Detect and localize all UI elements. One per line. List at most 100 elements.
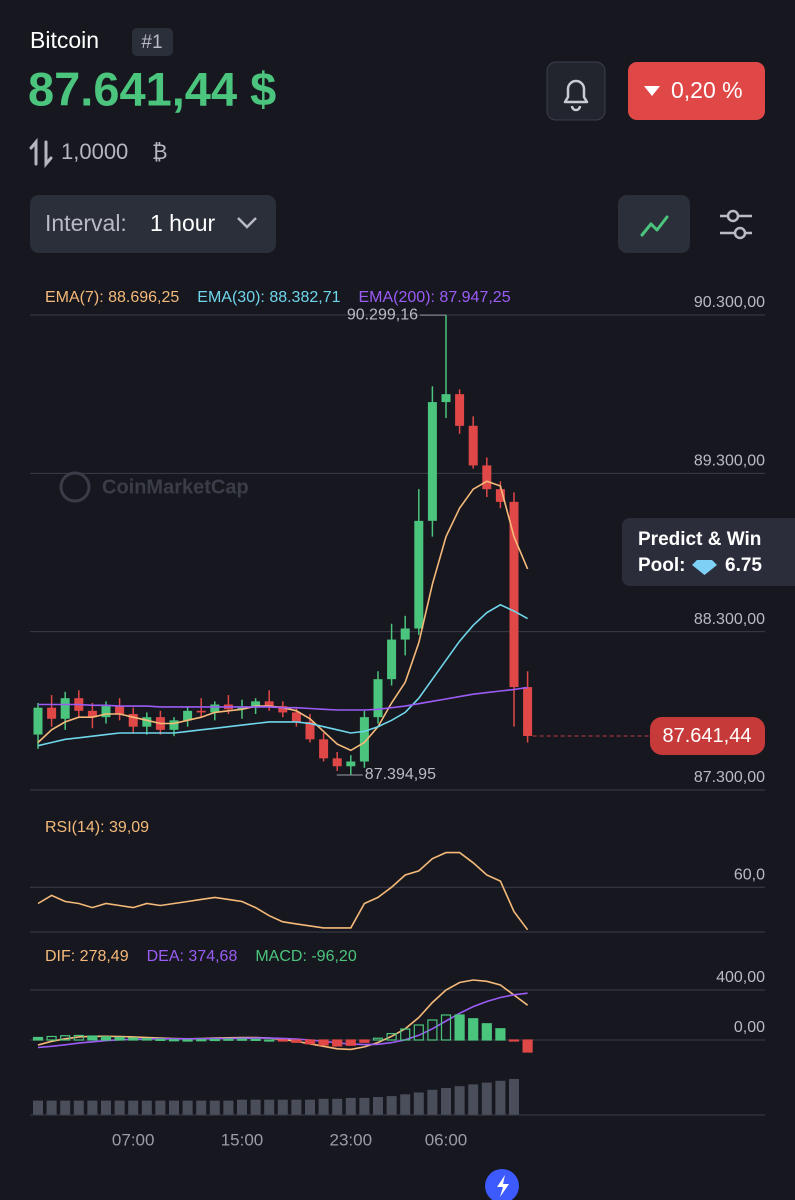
volume-bar: [141, 1100, 152, 1115]
rank-badge: [132, 28, 173, 56]
change: 0,20 %: [671, 77, 743, 103]
histogram-bar: [468, 1018, 479, 1041]
candle-body: [455, 394, 465, 426]
y-tick-label: 400,00: [716, 969, 765, 986]
volume-bar: [209, 1100, 220, 1115]
candle-body: [237, 707, 247, 710]
histogram-bar: [73, 1034, 84, 1041]
ema-line: [37, 603, 528, 747]
coin-name: Bitcoin: [30, 27, 99, 53]
histogram-bar: [114, 1036, 125, 1041]
histogram-bar: [32, 1036, 44, 1041]
candle-body: [183, 710, 193, 721]
histogram-bar: [87, 1035, 98, 1041]
rank: #1: [141, 32, 162, 53]
annotation: 90.299,16: [347, 306, 418, 323]
legend-entry: EMA(200): 87.947,25: [359, 289, 511, 306]
swap-icon: [29, 137, 53, 169]
candle-body: [400, 628, 410, 640]
x-tick-label: 07:00: [112, 1130, 155, 1149]
histogram-bar: [277, 1039, 288, 1042]
candle-body: [142, 717, 152, 727]
volume-bar: [182, 1100, 193, 1115]
volume-bar: [237, 1099, 247, 1115]
candle-body: [332, 758, 342, 767]
chart-type-button[interactable]: [618, 195, 690, 253]
candle-body: [264, 701, 274, 707]
bolt-icon: [497, 1175, 509, 1197]
volume-bar: [277, 1099, 288, 1115]
settings-icon[interactable]: [720, 209, 752, 240]
volume-bar: [441, 1088, 451, 1115]
candle-body: [427, 402, 437, 521]
ema-line: [38, 686, 528, 711]
promo-title: Predict & Win: [638, 529, 761, 550]
histogram-bar: [332, 1039, 343, 1047]
candle-body: [373, 679, 383, 718]
candle-body: [128, 714, 138, 727]
candle-body: [60, 698, 70, 719]
last-price-label: 87.641,44: [663, 725, 752, 747]
histogram-bar: [196, 1039, 207, 1042]
histogram-bar: [46, 1035, 57, 1041]
x-tick-label: 06:00: [425, 1130, 468, 1149]
promo-box[interactable]: [622, 518, 795, 586]
candle-body: [169, 720, 179, 730]
histogram-bar: [454, 1014, 465, 1041]
candle-body: [468, 425, 478, 466]
interval-button[interactable]: [30, 195, 276, 253]
candle-body: [210, 704, 220, 713]
candle-body: [47, 707, 57, 719]
histogram-bar: [481, 1023, 492, 1041]
histogram-bar: [141, 1038, 152, 1041]
volume-bar: [101, 1100, 111, 1115]
legend-entry: EMA(30): 88.382,71: [197, 289, 340, 306]
volume-bar: [291, 1099, 302, 1115]
volume-bar: [332, 1098, 343, 1115]
x-tick-label: 15:00: [221, 1130, 264, 1149]
volume-bar: [128, 1100, 139, 1115]
volume-bar: [481, 1082, 492, 1115]
annotation: 87.394,95: [365, 766, 436, 783]
volume-bar: [427, 1089, 438, 1115]
candle-body: [291, 712, 301, 722]
y-tick-label: 89.300,00: [694, 453, 765, 470]
histogram-bar: [372, 1037, 384, 1041]
x-tick-label: 23:00: [330, 1130, 373, 1149]
volume-bar: [509, 1079, 519, 1115]
candle-body: [101, 706, 111, 718]
bell-icon: [563, 79, 589, 112]
legend-entry: RSI(14): 39,09: [45, 819, 149, 836]
volume-bar: [400, 1094, 411, 1115]
alert-button[interactable]: [546, 61, 606, 121]
candle-body: [523, 687, 533, 736]
histogram-bar: [359, 1039, 370, 1043]
candle-body: [33, 707, 43, 735]
down-arrow: [644, 86, 660, 96]
histogram-bar: [223, 1038, 234, 1041]
candle-body: [305, 721, 315, 740]
legend-entry: MACD: -96,20: [255, 948, 356, 965]
watermark: CoinMarketCap: [102, 476, 249, 498]
promo-pool-label: Pool:: [638, 555, 686, 576]
diamond-icon: [692, 560, 717, 575]
y-tick-label: 0,00: [734, 1019, 765, 1036]
histogram-bar: [168, 1039, 180, 1042]
candle-body: [482, 465, 492, 490]
chart-area: 90.300,00 89.300,00 88.300,00 87.300,00 EMA(…: [30, 289, 765, 1149]
candle-body: [414, 520, 424, 629]
histogram-bar: [100, 1036, 112, 1041]
candle-body: [196, 710, 206, 713]
histogram-bar: [386, 1033, 397, 1041]
volume-bar: [73, 1100, 84, 1115]
histogram-bar: [291, 1039, 302, 1043]
volume-bar: [305, 1099, 315, 1115]
volume-bar: [373, 1097, 383, 1115]
candle-body: [87, 710, 97, 718]
y-tick-label: 88.300,00: [694, 611, 765, 628]
indicator-line: [37, 851, 529, 931]
interval: 1 hour: [150, 210, 216, 236]
